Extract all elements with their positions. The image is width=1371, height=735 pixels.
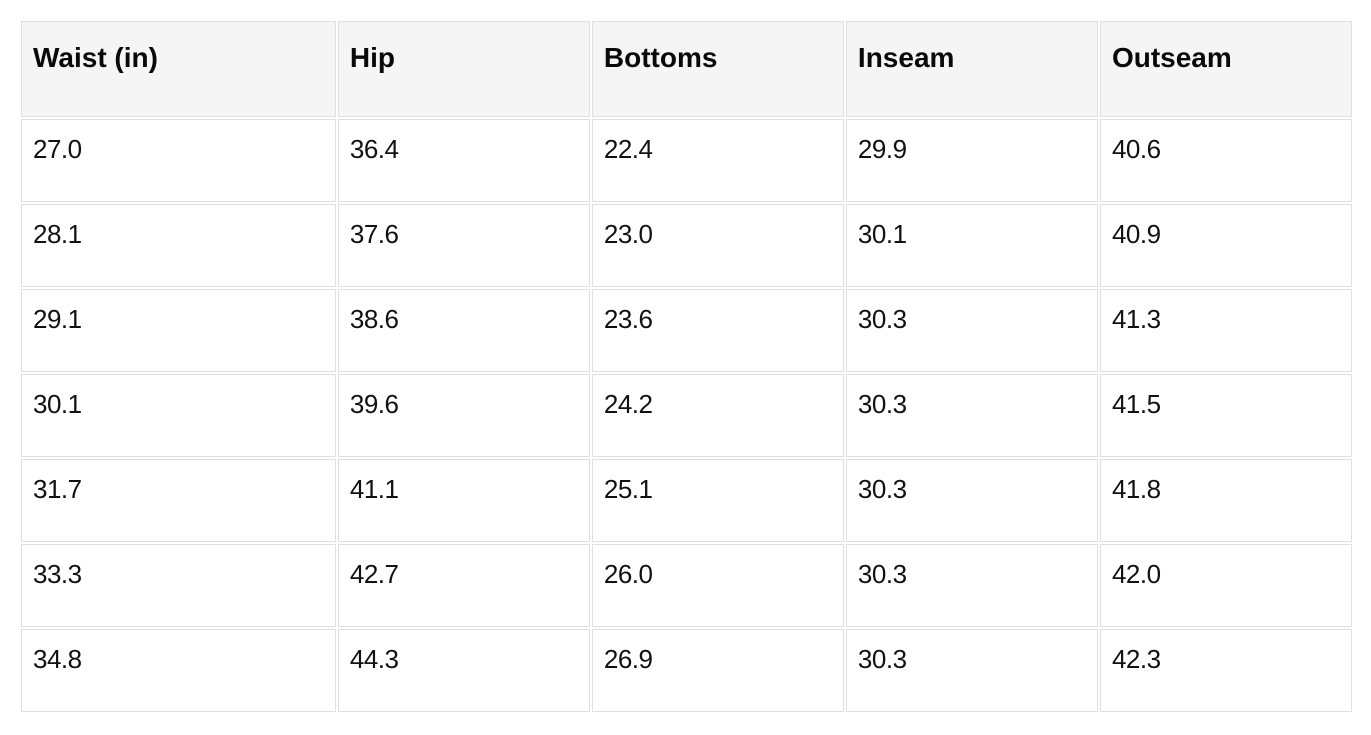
cell-bottoms: 25.1 [591, 459, 844, 542]
cell-waist: 28.1 [21, 204, 336, 287]
table-row: 27.0 36.4 22.4 29.9 40.6 [21, 119, 1352, 202]
cell-waist: 31.7 [21, 459, 336, 542]
cell-outseam: 41.5 [1099, 374, 1352, 457]
cell-hip: 41.1 [337, 459, 590, 542]
table-row: 31.7 41.1 25.1 30.3 41.8 [21, 459, 1352, 542]
cell-hip: 37.6 [337, 204, 590, 287]
column-header-outseam: Outseam [1099, 21, 1352, 117]
cell-inseam: 29.9 [845, 119, 1098, 202]
cell-inseam: 30.1 [845, 204, 1098, 287]
column-header-waist: Waist (in) [21, 21, 336, 117]
cell-inseam: 30.3 [845, 289, 1098, 372]
table-header: Waist (in) Hip Bottoms Inseam Outseam [21, 21, 1352, 117]
header-row: Waist (in) Hip Bottoms Inseam Outseam [21, 21, 1352, 117]
cell-inseam: 30.3 [845, 374, 1098, 457]
cell-inseam: 30.3 [845, 544, 1098, 627]
cell-hip: 44.3 [337, 629, 590, 712]
cell-outseam: 42.0 [1099, 544, 1352, 627]
cell-hip: 42.7 [337, 544, 590, 627]
cell-bottoms: 26.9 [591, 629, 844, 712]
cell-bottoms: 26.0 [591, 544, 844, 627]
cell-inseam: 30.3 [845, 459, 1098, 542]
cell-outseam: 40.9 [1099, 204, 1352, 287]
cell-bottoms: 23.6 [591, 289, 844, 372]
cell-hip: 39.6 [337, 374, 590, 457]
cell-inseam: 30.3 [845, 629, 1098, 712]
table-row: 34.8 44.3 26.9 30.3 42.3 [21, 629, 1352, 712]
cell-outseam: 40.6 [1099, 119, 1352, 202]
cell-outseam: 41.3 [1099, 289, 1352, 372]
cell-bottoms: 24.2 [591, 374, 844, 457]
cell-bottoms: 23.0 [591, 204, 844, 287]
cell-waist: 29.1 [21, 289, 336, 372]
size-chart-table: Waist (in) Hip Bottoms Inseam Outseam 27… [19, 19, 1354, 714]
column-header-inseam: Inseam [845, 21, 1098, 117]
cell-outseam: 42.3 [1099, 629, 1352, 712]
cell-bottoms: 22.4 [591, 119, 844, 202]
table-row: 30.1 39.6 24.2 30.3 41.5 [21, 374, 1352, 457]
table-row: 28.1 37.6 23.0 30.1 40.9 [21, 204, 1352, 287]
column-header-hip: Hip [337, 21, 590, 117]
cell-waist: 30.1 [21, 374, 336, 457]
table-row: 33.3 42.7 26.0 30.3 42.0 [21, 544, 1352, 627]
cell-outseam: 41.8 [1099, 459, 1352, 542]
table-row: 29.1 38.6 23.6 30.3 41.3 [21, 289, 1352, 372]
cell-hip: 36.4 [337, 119, 590, 202]
cell-waist: 27.0 [21, 119, 336, 202]
cell-waist: 34.8 [21, 629, 336, 712]
table-body: 27.0 36.4 22.4 29.9 40.6 28.1 37.6 23.0 … [21, 119, 1352, 712]
cell-hip: 38.6 [337, 289, 590, 372]
cell-waist: 33.3 [21, 544, 336, 627]
column-header-bottoms: Bottoms [591, 21, 844, 117]
